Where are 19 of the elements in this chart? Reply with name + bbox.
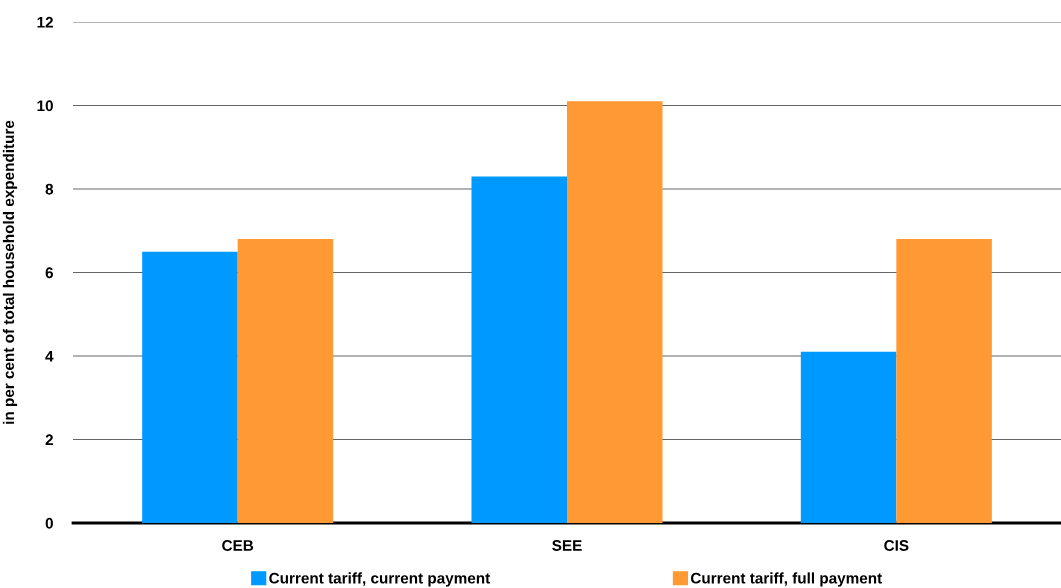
y-tick-label: 4 [45, 351, 54, 362]
x-tick-label: CEB [222, 540, 254, 551]
y-tick-label: 10 [37, 100, 53, 112]
bar [567, 101, 663, 523]
x-tick-label: CIS [884, 540, 909, 551]
bar [237, 239, 334, 523]
legend-label: Current tariff, full payment [690, 572, 882, 587]
bar [800, 351, 897, 523]
y-tick-label: 0 [45, 517, 53, 529]
x-tick-label: SEE [552, 540, 582, 551]
bar [896, 239, 992, 523]
y-axis-title: in per cent of total household expenditure [2, 120, 18, 424]
y-tick-label: 12 [37, 16, 53, 28]
bar [471, 176, 567, 523]
legend-label: Current tariff, current payment [269, 572, 491, 587]
y-tick-label: 6 [45, 267, 53, 279]
y-tick-label: 2 [45, 434, 53, 446]
y-tick-label: 8 [45, 183, 54, 195]
bar [142, 251, 238, 523]
